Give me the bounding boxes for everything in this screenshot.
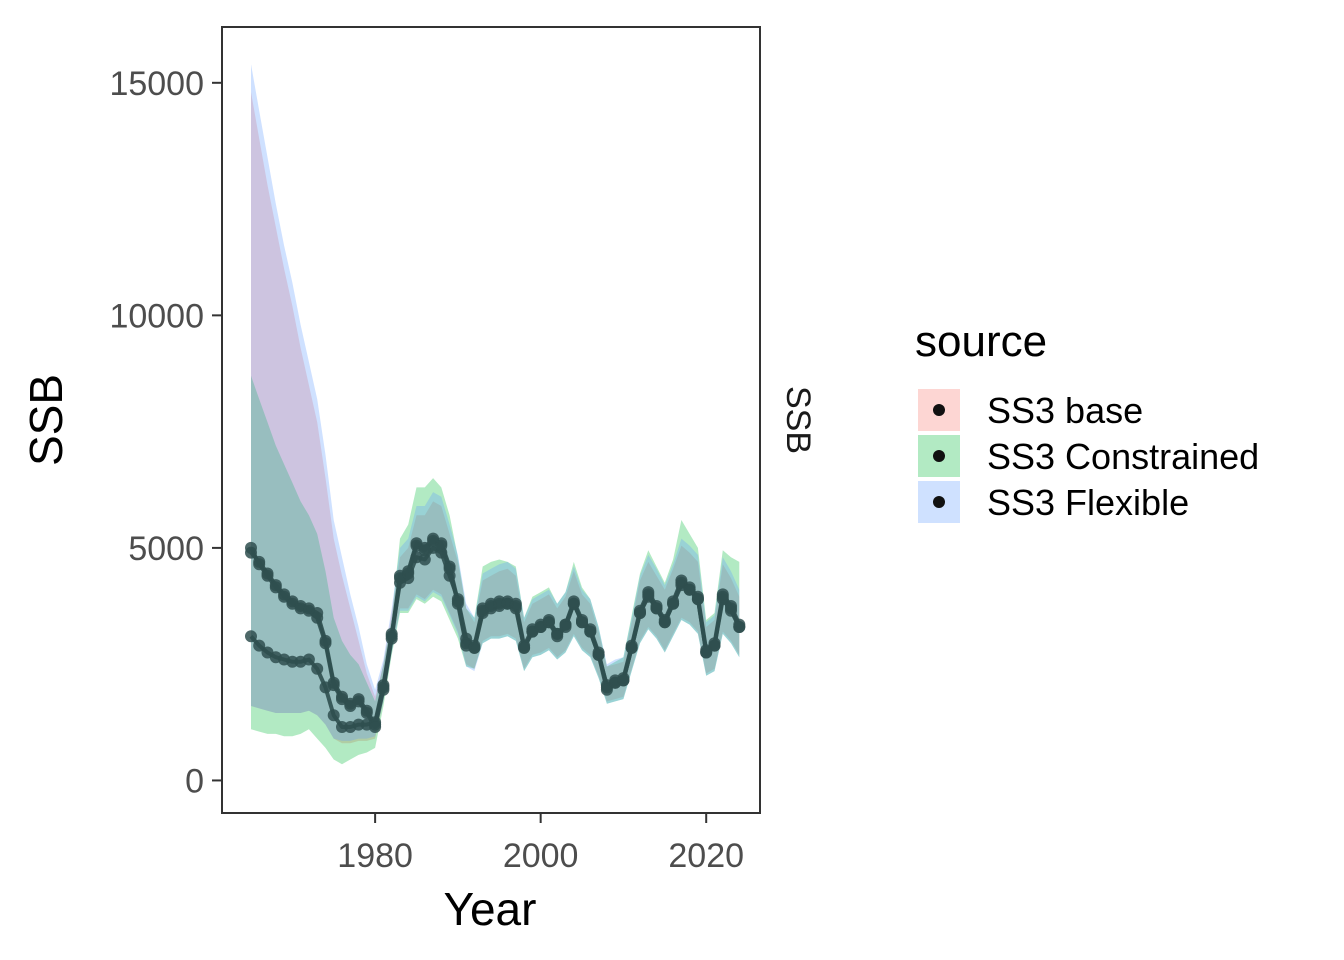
ss3-flexible-point	[327, 679, 340, 692]
legend: source SS3 base SS3 Constrained SS3 Flexib…	[915, 317, 1259, 523]
legend-label: SS3 Constrained	[987, 436, 1259, 477]
legend-title: source	[915, 317, 1047, 366]
ss3-flexible-point	[418, 544, 431, 557]
ss3-flexible-point	[617, 674, 630, 687]
ss3-flexible-point	[377, 683, 390, 696]
ss3-flexible-point	[278, 590, 291, 603]
ss3-flexible-point	[468, 641, 481, 654]
ss3-flexible-point	[336, 693, 348, 706]
ss3-flexible-point	[542, 616, 555, 629]
panel-border	[221, 26, 761, 814]
ss3-flexible-point	[584, 625, 597, 638]
legend-item-ss3-base: SS3 base	[918, 389, 1143, 431]
ss3-base-point	[418, 553, 431, 566]
ss3-base-point	[302, 653, 315, 666]
ss3-base-point	[311, 662, 324, 675]
ss3-flexible-point	[435, 539, 448, 552]
legend-item-ss3-flexible: SS3 Flexible	[918, 481, 1189, 523]
ss3-base-point	[352, 718, 365, 731]
y-axis-title: SSB	[20, 374, 72, 466]
ss3-flexible-point	[567, 597, 580, 610]
ss3-flexible-point	[360, 707, 373, 719]
ss3-flexible-point	[319, 637, 332, 650]
ss3-flexible-point	[592, 648, 605, 661]
ss3-base-point	[286, 655, 299, 668]
ss3-flexible-point	[600, 683, 613, 696]
ss3-flexible-point	[493, 597, 506, 610]
ss3-flexible-point	[658, 616, 671, 629]
ss3-flexible-point	[518, 641, 531, 654]
x-tick-label: 2000	[503, 837, 579, 875]
ss3-flexible-point	[551, 630, 564, 643]
ss3-base-point	[253, 639, 266, 652]
ss3-flexible-point	[261, 569, 274, 582]
legend-key-point	[933, 404, 945, 416]
ss3-base-point	[327, 709, 340, 722]
y-tick-label: 5000	[128, 530, 204, 568]
facet-strip-label: SSB	[779, 386, 817, 454]
x-axis: 1980 2000 2020	[337, 813, 744, 875]
ss3-flexible-point	[369, 721, 382, 733]
ss3-flexible-point	[352, 695, 365, 708]
ss3-base-ci-band	[251, 92, 740, 744]
ss3-flexible-point	[625, 641, 638, 654]
ss3-flexible-point	[302, 604, 315, 617]
legend-key-point	[933, 496, 945, 508]
y-tick-label: 10000	[109, 297, 204, 335]
ss3-flexible-point	[642, 588, 655, 601]
ss3-flexible-point	[716, 590, 729, 603]
ss3-flexible-point	[311, 611, 324, 624]
legend-key-point	[933, 450, 945, 462]
ss3-flexible-point	[683, 583, 696, 596]
ss3-flexible-point	[725, 602, 737, 615]
ss3-flexible-point	[385, 632, 398, 645]
y-tick-label: 0	[185, 762, 204, 800]
legend-label: SS3 base	[987, 390, 1143, 431]
ss3-flexible-point	[675, 576, 688, 589]
ss3-flexible-point	[269, 581, 282, 594]
series-points	[245, 532, 746, 733]
ss3-flexible-point	[700, 646, 713, 659]
ss3-flexible-point	[509, 600, 522, 612]
ss3-flexible-point	[559, 621, 572, 633]
ss3-flexible-point	[691, 593, 704, 606]
ss3-flexible-point	[253, 558, 266, 571]
ss3-flexible-point	[402, 567, 415, 580]
ss3-base-point	[245, 630, 257, 643]
legend-label: SS3 Flexible	[987, 482, 1189, 523]
ss3-flexible-point	[634, 607, 646, 619]
ss3-flexible-point	[708, 639, 721, 652]
y-tick-label: 15000	[109, 65, 204, 103]
x-tick-label: 2020	[668, 837, 744, 875]
ss3-flexible-point	[451, 597, 464, 610]
ss3-flexible-point	[443, 562, 456, 575]
ss3-flexible-point	[733, 621, 746, 633]
legend-item-ss3-constrained: SS3 Constrained	[918, 435, 1259, 477]
ss3-flexible-point	[245, 541, 257, 554]
x-tick-label: 1980	[337, 837, 413, 875]
x-axis-title: Year	[444, 883, 537, 935]
ss3-flexible-point	[576, 616, 588, 629]
ss3-base-point	[336, 721, 348, 733]
ss3-flexible-point	[650, 602, 663, 615]
y-axis: 0 5000 10000 15000	[109, 65, 222, 800]
ss3-flexible-point	[667, 597, 680, 610]
ss3-constrained-ci-band	[251, 375, 740, 765]
